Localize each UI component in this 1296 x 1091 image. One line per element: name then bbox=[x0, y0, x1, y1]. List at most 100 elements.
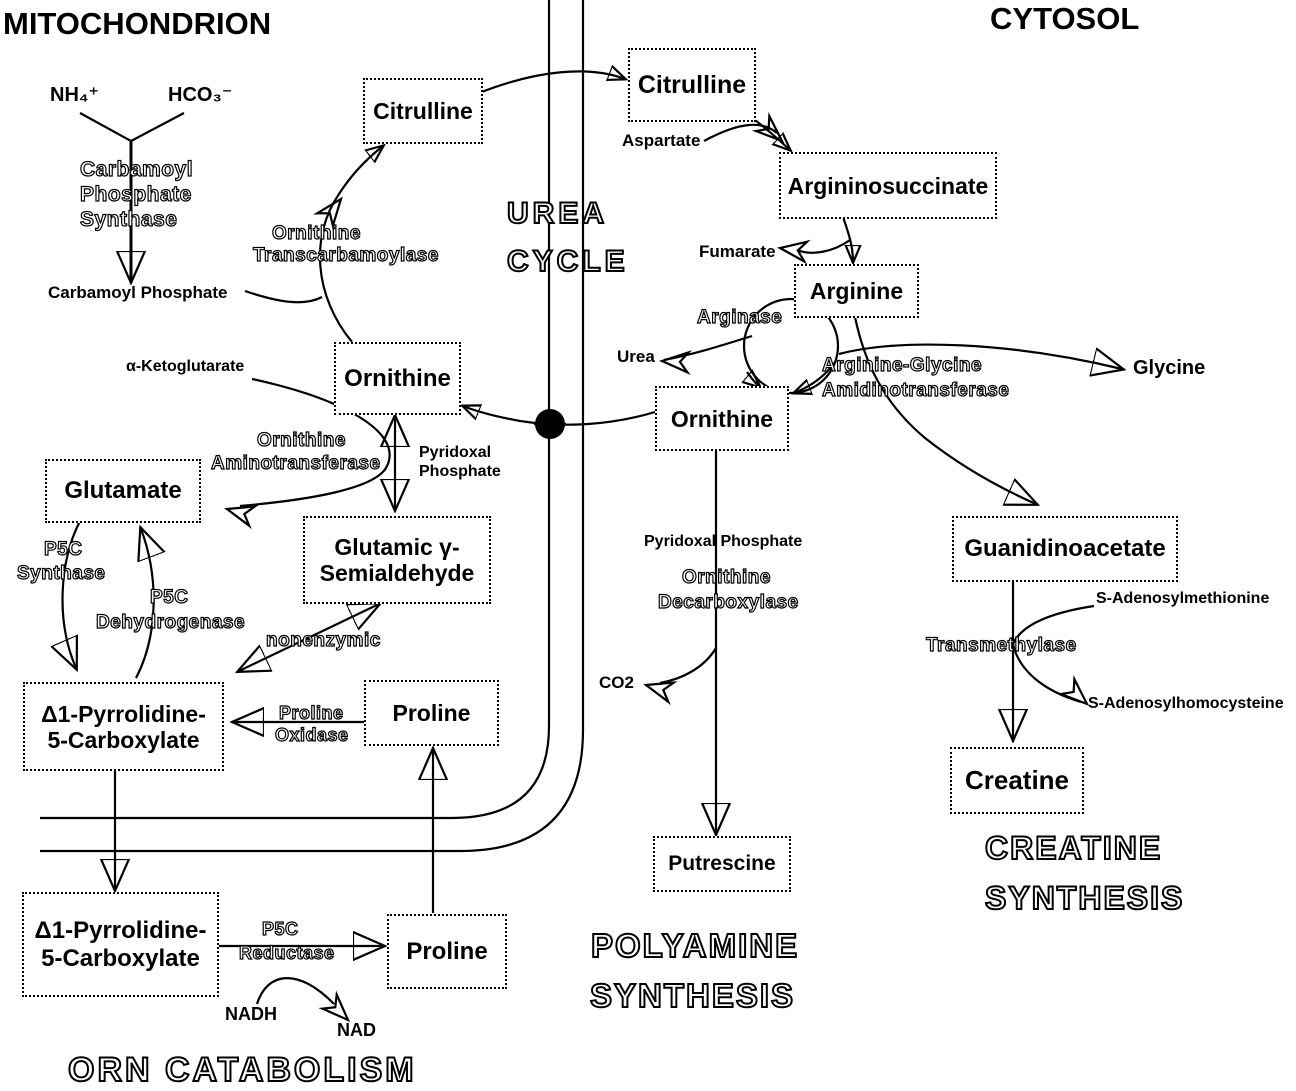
node-proline-cyto: Proline bbox=[387, 914, 507, 989]
region-title-orn-catabolism: ORN CATABOLISM bbox=[67, 1050, 417, 1090]
enzyme-proline-oxidase-line1: Proline bbox=[278, 703, 344, 724]
label-glycine: Glycine bbox=[1133, 357, 1206, 379]
node-glutamic-semialdehyde: Glutamic γ- Semialdehyde bbox=[303, 516, 491, 604]
enzyme-otc-line1: Ornithine bbox=[271, 223, 361, 245]
enzyme-p5c-synthase-line2: Synthase bbox=[16, 563, 106, 585]
region-title-creatine-line2: SYNTHESIS bbox=[984, 879, 1185, 917]
enzyme-cps-line2: Phosphate bbox=[79, 182, 192, 206]
to-guanidinoacetate-arrow bbox=[853, 316, 1036, 504]
citrulline-transport-arrow bbox=[478, 71, 625, 95]
otc-open-arrowhead bbox=[316, 191, 350, 227]
label-hco3: HCO₃⁻ bbox=[168, 84, 233, 106]
fumarate-open-arrowhead bbox=[777, 236, 809, 263]
enzyme-p5c-reductase-line2: Reductase bbox=[238, 943, 335, 964]
node-p5c-mito: Δ1-Pyrrolidine- 5-Carboxylate bbox=[23, 682, 224, 771]
asa-to-arginine-arrow bbox=[841, 216, 853, 262]
region-title-urea-cycle-line2: CYCLE bbox=[506, 244, 629, 279]
aspartate-curve bbox=[703, 123, 778, 142]
region-title-urea-cycle-line1: UREA bbox=[506, 196, 609, 231]
enzyme-p5c-dehydrogenase-line2: Dehydrogenase bbox=[95, 612, 246, 634]
label-urea: Urea bbox=[617, 347, 655, 366]
node-creatine-label: Creatine bbox=[964, 764, 1070, 795]
node-ornithine-mito-label: Ornithine bbox=[344, 364, 451, 392]
node-p5c-cyto: Δ1-Pyrrolidine- 5-Carboxylate bbox=[22, 892, 219, 997]
label-pyridoxal-phosphate-oat-line1: Pyridoxal bbox=[419, 444, 492, 461]
enzyme-cps-line3: Synthase bbox=[79, 207, 178, 231]
label-aspartate: Aspartate bbox=[622, 131, 701, 150]
node-citrulline-cyto: Citrulline bbox=[628, 48, 756, 122]
node-glutamic-semialdehyde-line2: Semialdehyde bbox=[319, 560, 475, 586]
node-citrulline-cyto-label: Citrulline bbox=[637, 70, 747, 99]
enzyme-p5c-reductase-line1: P5C bbox=[261, 919, 299, 940]
co2-branch bbox=[659, 647, 717, 685]
region-title-polyamine-line2: SYNTHESIS bbox=[589, 976, 796, 1015]
node-arginine: Arginine bbox=[794, 264, 919, 318]
node-argininosuccinate-label: Argininosuccinate bbox=[787, 172, 989, 199]
enzyme-p5c-synthase-line1: P5C bbox=[43, 539, 83, 561]
p5c-synthase-arrow bbox=[63, 520, 81, 668]
glutamate-open-arrowhead bbox=[223, 498, 256, 527]
node-putrescine-label: Putrescine bbox=[668, 852, 776, 876]
label-nad: NAD bbox=[337, 1020, 376, 1040]
co2-open-arrowhead bbox=[642, 674, 675, 703]
enzyme-transmethylase: Transmethylase bbox=[925, 635, 1077, 657]
node-putrescine: Putrescine bbox=[653, 836, 791, 892]
region-title-creatine-line1: CREATINE bbox=[984, 829, 1163, 867]
enzyme-proline-oxidase-line2: Oxidase bbox=[274, 725, 349, 746]
node-p5c-cyto-line2: 5-Carboxylate bbox=[41, 944, 200, 972]
node-p5c-mito-line1: Δ1-Pyrrolidine- bbox=[41, 700, 206, 727]
otc-arc bbox=[318, 146, 383, 343]
node-arginine-label: Arginine bbox=[809, 278, 904, 304]
enzyme-nonenzymic: nonenzymic bbox=[265, 630, 381, 652]
membrane-inner-line bbox=[40, 0, 551, 820]
ketoglutarate-glutamate-curve bbox=[239, 377, 391, 508]
region-title-cytosol: CYTOSOL bbox=[990, 1, 1140, 36]
p5c-dehydrogenase-arrow bbox=[135, 529, 154, 679]
enzyme-p5c-dehydrogenase-line1: P5C bbox=[149, 587, 189, 609]
urea-open-arrowhead bbox=[660, 349, 690, 374]
label-pyridoxal-phosphate-oat-line2: Phosphate bbox=[419, 463, 501, 480]
node-glutamic-semialdehyde-line1: Glutamic γ- bbox=[334, 534, 460, 561]
sam-sah-curve bbox=[1011, 604, 1095, 704]
fumarate-branch bbox=[796, 239, 851, 254]
node-proline-cyto-label: Proline bbox=[406, 937, 488, 965]
enzyme-oat-line1: Ornithine bbox=[256, 430, 346, 452]
node-citrulline-mito: Citrulline bbox=[363, 78, 483, 144]
node-glutamate: Glutamate bbox=[45, 459, 201, 523]
enzyme-otc-line2: Transcarbamoylase bbox=[252, 245, 439, 267]
node-p5c-mito-line2: 5-Carboxylate bbox=[47, 726, 200, 753]
label-s-adenosylhomocysteine: S-Adenosylhomocysteine bbox=[1088, 695, 1284, 712]
citrulline-to-asa-arrow bbox=[750, 116, 790, 150]
node-citrulline-mito-label: Citrulline bbox=[373, 98, 473, 124]
node-guanidinoacetate: Guanidinoacetate bbox=[952, 516, 1178, 582]
node-p5c-cyto-line1: Δ1-Pyrrolidine- bbox=[34, 917, 207, 945]
nonenzymic-double-arrow bbox=[239, 604, 379, 671]
label-carbamoyl-phosphate: Carbamoyl Phosphate bbox=[48, 283, 228, 302]
node-ornithine-cyto: Ornithine bbox=[655, 386, 789, 451]
hco3-line bbox=[130, 112, 185, 142]
label-fumarate: Fumarate bbox=[699, 242, 776, 261]
membrane-outer-line bbox=[40, 0, 585, 853]
node-argininosuccinate: Argininosuccinate bbox=[779, 152, 997, 219]
enzyme-odc-line1: Ornithine bbox=[681, 567, 771, 589]
node-glutamate-label: Glutamate bbox=[64, 477, 182, 505]
node-ornithine-cyto-label: Ornithine bbox=[670, 405, 774, 432]
enzyme-odc-line2: Decarboxylase bbox=[657, 592, 799, 614]
node-proline-mito-label: Proline bbox=[392, 700, 471, 726]
enzyme-oat-line2: Aminotransferase bbox=[210, 453, 381, 475]
label-nadh: NADH bbox=[225, 1004, 277, 1024]
carbamoyl-join-line bbox=[244, 289, 323, 304]
region-title-polyamine-line1: POLYAMINE bbox=[590, 926, 800, 965]
enzyme-arginase: Arginase bbox=[696, 307, 783, 329]
node-ornithine-mito: Ornithine bbox=[334, 342, 461, 415]
enzyme-aga-line2: Amidinotransferase bbox=[821, 380, 1010, 402]
ornithine-transport-arrow bbox=[463, 406, 656, 426]
node-creatine: Creatine bbox=[950, 747, 1084, 814]
region-title-mitochondrion: MITOCHONDRION bbox=[3, 6, 272, 41]
nadh-nad-curve bbox=[255, 977, 335, 1005]
label-alpha-ketoglutarate: α-Ketoglutarate bbox=[126, 358, 245, 375]
enzyme-aga-line1: Arginine-Glycine bbox=[821, 355, 983, 377]
nh4-line bbox=[79, 112, 132, 142]
